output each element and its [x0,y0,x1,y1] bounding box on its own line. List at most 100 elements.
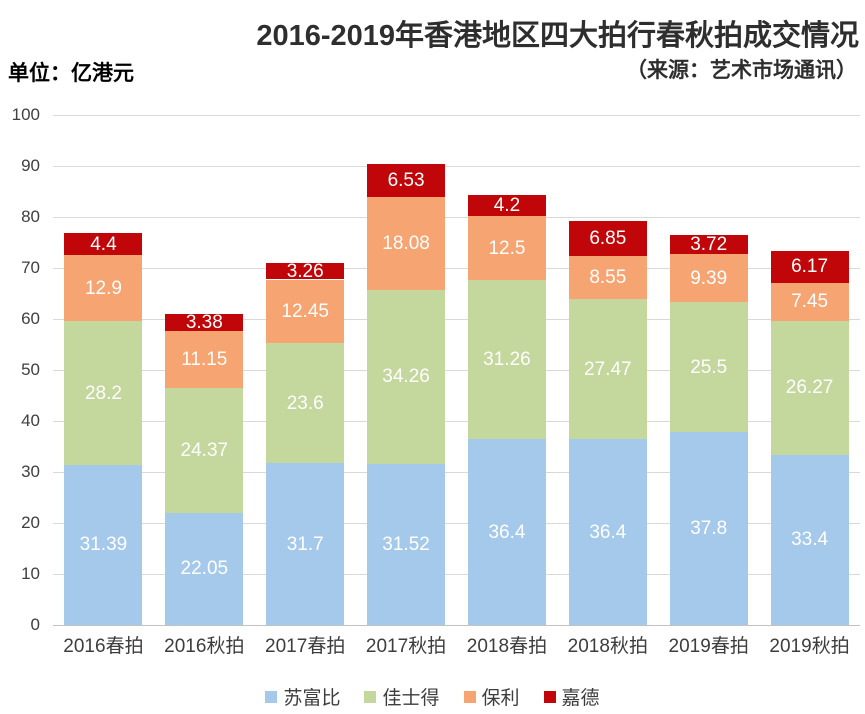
y-tick-label: 20 [21,513,40,532]
bar-segment-佳士得: 25.5 [669,302,748,433]
bar-value-label: 4.4 [90,233,117,255]
bar-value-label: 28.2 [84,382,122,404]
bar-value-label: 3.72 [690,234,728,256]
legend: 苏富比 佳士得 保利 嘉德 [0,683,865,710]
bar-segment-嘉德: 3.26 [266,260,345,282]
gridline [53,369,860,371]
bar-value-label: 31.39 [79,534,128,556]
x-category-label: 2019春拍 [668,636,749,657]
y-axis: 0 10 20 30 40 50 60 70 80 90 100 [0,105,44,634]
plot-area: 31.39 28.2 12.9 4.4 22.05 24.37 11.15 3.38 31.7 2… [53,114,860,626]
y-tick-label: 0 [30,615,40,634]
bar-value-label: 34.26 [382,366,430,388]
y-tick-label: 50 [21,360,40,379]
y-tick-label: 80 [21,207,40,226]
bar-segment-佳士得: 24.37 [165,388,244,513]
bar-2017秋拍: 31.52 34.26 18.08 6.53 [367,115,446,625]
gridline [53,216,860,218]
legend-swatch [463,690,476,703]
bar-value-label: 37.8 [690,518,728,540]
bar-segment-嘉德: 6.53 [367,164,446,198]
bar-2019春拍: 37.8 25.5 9.39 3.72 [669,115,748,625]
bar-segment-苏富比: 22.05 [165,512,244,625]
bar-value-label: 33.4 [791,529,829,551]
y-tick-label: 40 [21,411,40,430]
bar-value-label: 31.52 [382,534,430,556]
bar-2016秋拍: 22.05 24.37 11.15 3.38 [165,115,244,625]
x-category-label: 2016秋拍 [164,636,245,657]
bar-value-label: 18.08 [382,232,430,254]
bar-segment-保利: 12.9 [64,255,143,322]
bar-value-label: 36.4 [488,521,526,543]
legend-swatch [265,690,278,703]
bar-value-label: 6.17 [791,256,829,278]
bar-value-label: 8.55 [589,266,627,288]
bar-value-label: 4.2 [493,194,521,216]
bar-segment-保利: 18.08 [367,197,446,290]
legend-label: 嘉德 [561,688,600,709]
y-tick-label: 90 [21,156,40,175]
bar-value-label: 31.7 [286,533,324,555]
y-tick-label: 60 [21,309,40,328]
bar-segment-佳士得: 34.26 [367,289,446,465]
bar-segment-嘉德: 6.85 [568,220,647,256]
bar-value-label: 12.5 [488,237,526,259]
bar-segment-佳士得: 31.26 [467,279,546,440]
bar-value-label: 23.6 [286,392,324,414]
legend-label: 保利 [481,688,520,709]
bar-value-label: 31.26 [483,349,531,371]
bar-value-label: 6.53 [387,170,425,192]
legend-label: 苏富比 [283,688,341,709]
y-tick-label: 30 [21,462,40,481]
bar-2016春拍: 31.39 28.2 12.9 4.4 [64,115,143,625]
x-category-label: 2018春拍 [466,636,548,657]
bar-segment-佳士得: 28.2 [64,321,143,465]
bar-value-label: 6.85 [589,227,627,249]
legend-item-嘉德: 嘉德 [543,683,600,710]
bar-value-label: 7.45 [791,291,829,313]
x-category-label: 2018秋拍 [567,636,648,657]
bar-value-label: 3.26 [286,260,324,282]
legend-label: 佳士得 [382,688,440,709]
bar-segment-嘉德: 4.2 [467,194,546,217]
gridline [53,471,860,473]
bar-segment-保利: 7.45 [770,282,849,321]
bar-segment-保利: 12.5 [467,216,546,280]
bar-value-label: 12.45 [281,300,329,322]
bar-segment-苏富比: 36.4 [568,439,647,625]
gridline [53,165,860,167]
x-category-label: 2016春拍 [63,636,144,657]
chart-source-label: （来源：艺术市场通讯） [626,59,857,82]
bar-segment-苏富比: 31.7 [266,463,345,625]
bar-value-label: 36.4 [589,521,627,543]
chart-title: 2016-2019年香港地区四大拍行春秋拍成交情况 [256,20,859,52]
x-category-label: 2019秋拍 [769,636,850,657]
x-category-label: 2017春拍 [265,636,346,657]
legend-swatch [364,690,377,703]
bar-value-label: 25.5 [690,356,728,378]
gridline [53,114,860,116]
bar-segment-保利: 8.55 [568,255,647,300]
bar-segment-苏富比: 37.8 [669,432,748,625]
bar-value-label: 22.05 [180,558,229,580]
y-tick-label: 10 [21,564,40,583]
legend-item-佳士得: 佳士得 [364,683,440,710]
x-category-label: 2017秋拍 [365,636,447,657]
gridline [53,318,860,320]
gridline [53,522,860,524]
bar-segment-保利: 11.15 [165,331,244,389]
bar-segment-保利: 9.39 [669,254,748,303]
bar-value-label: 3.38 [185,312,223,334]
gridline [53,420,860,422]
bar-2017春拍: 31.7 23.6 12.45 3.26 [266,115,345,625]
bar-value-label: 11.15 [181,349,228,371]
bar-segment-苏富比: 31.52 [367,464,446,625]
bar-segment-佳士得: 26.27 [770,320,849,455]
bar-segment-嘉德: 4.4 [64,232,143,256]
bar-segment-苏富比: 31.39 [64,464,143,625]
bar-value-label: 12.9 [84,277,122,299]
bar-segment-保利: 12.45 [266,279,345,343]
x-axis: 2016春拍 2016秋拍 2017春拍 2017秋拍 2018春拍 2018秋拍 2019… [53,631,860,657]
legend-swatch [543,690,556,703]
